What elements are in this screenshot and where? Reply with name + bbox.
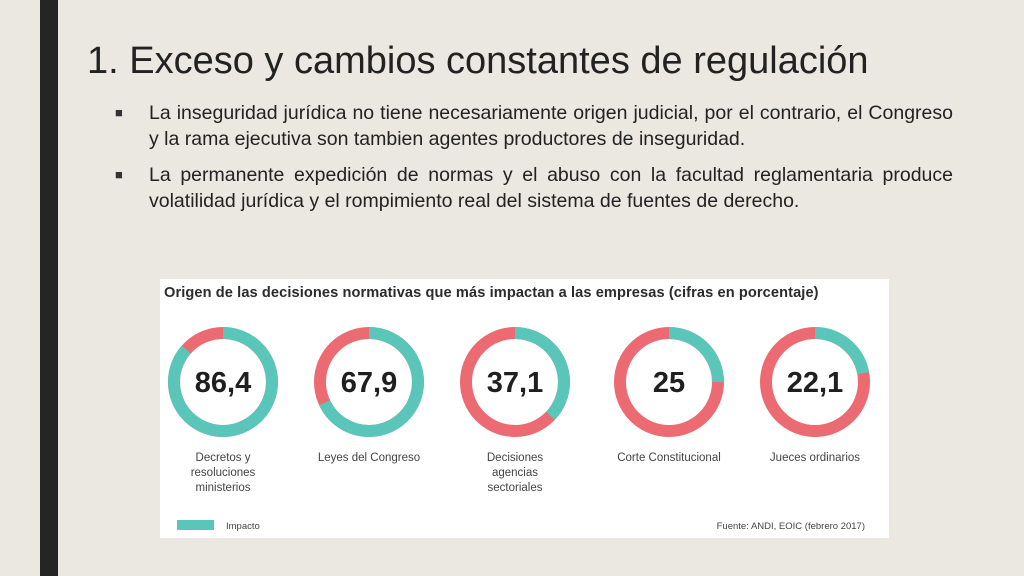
slide-side-bar <box>40 0 58 576</box>
donut-category-label: Decisiones agencias sectoriales <box>445 451 585 496</box>
donut-category-label-line: resoluciones <box>190 467 256 479</box>
donut-impact-arc <box>314 327 424 437</box>
donut-value-label: 86,4 <box>195 367 251 399</box>
legend-label: Impacto <box>226 521 260 532</box>
donut-impact-arc <box>168 327 278 437</box>
slide-title: 1. Exceso y cambios constantes de regula… <box>87 40 869 82</box>
bullet-text: La permanente expedición de normas y el … <box>149 164 953 212</box>
donut-value-label: 22,1 <box>787 367 843 399</box>
donut-value-label: 25 <box>653 367 685 399</box>
donut-charts: 86,4 67,9 37,1 25 22,1 <box>168 327 870 437</box>
donut-category-label-line: Leyes del Congreso <box>317 452 421 464</box>
bullet-item: ■ La inseguridad jurídica no tiene neces… <box>115 100 953 152</box>
donut-category-label: Leyes del Congreso <box>299 451 439 466</box>
donut-impact-arc <box>460 327 570 437</box>
source-note: Fuente: ANDI, EOIC (febrero 2017) <box>716 521 865 532</box>
donut-category-label: Corte Constitucional <box>599 451 739 466</box>
infographic-title: Origen de las decisiones normativas que … <box>164 285 819 301</box>
donut-impact-arc <box>614 327 724 437</box>
donut-category-label-line: Decisiones <box>486 452 544 464</box>
bullet-text: La inseguridad jurídica no tiene necesar… <box>149 102 953 150</box>
donut-category-label-line: sectoriales <box>487 482 543 494</box>
square-bullet-icon: ■ <box>115 167 123 182</box>
donut-category-label: Jueces ordinarios <box>745 451 885 466</box>
legend-swatch-impacto <box>177 520 214 530</box>
donut-value-label: 67,9 <box>341 367 397 399</box>
donut-value-label: 37,1 <box>487 367 543 399</box>
donut-category-label-line: agencias <box>491 467 539 479</box>
donut-category-label-line: Corte Constitucional <box>617 452 721 464</box>
donut-category-label: Decretos y resoluciones ministerios <box>153 451 293 496</box>
donut-category-label-line: Jueces ordinarios <box>769 452 861 464</box>
bullet-item: ■ La permanente expedición de normas y e… <box>115 162 953 214</box>
bullet-list: ■ La inseguridad jurídica no tiene neces… <box>115 100 953 224</box>
infographic-panel: Origen de las decisiones normativas que … <box>160 279 889 538</box>
donut-category-label-line: ministerios <box>195 482 251 494</box>
square-bullet-icon: ■ <box>115 105 123 120</box>
donut-impact-arc <box>760 327 870 437</box>
donut-category-label-line: Decretos y <box>195 452 251 464</box>
